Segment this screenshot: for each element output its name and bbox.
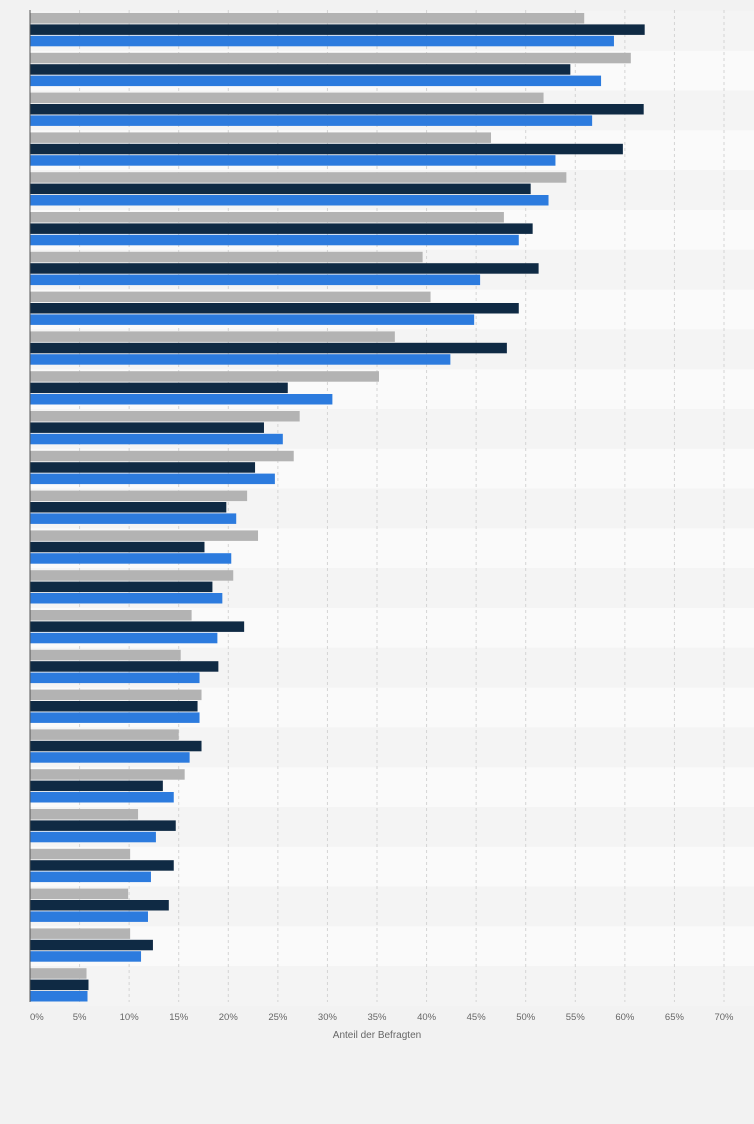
- bar[interactable]: [30, 928, 131, 939]
- bar[interactable]: [30, 541, 205, 553]
- bar[interactable]: [30, 951, 142, 962]
- bar[interactable]: [30, 24, 645, 35]
- x-tick-label: 30%: [318, 1012, 338, 1023]
- bar[interactable]: [30, 382, 288, 394]
- bar[interactable]: [30, 274, 481, 286]
- bar[interactable]: [30, 809, 139, 820]
- bar[interactable]: [30, 581, 213, 593]
- bar[interactable]: [30, 968, 87, 979]
- bar[interactable]: [30, 115, 593, 126]
- bar[interactable]: [30, 632, 218, 644]
- bar[interactable]: [30, 939, 153, 951]
- bar[interactable]: [30, 143, 623, 155]
- bar[interactable]: [30, 394, 333, 405]
- bar[interactable]: [30, 888, 129, 900]
- bar[interactable]: [30, 502, 227, 513]
- bar[interactable]: [30, 132, 492, 143]
- bar[interactable]: [30, 422, 264, 433]
- x-tick-label: 15%: [169, 1012, 189, 1023]
- bar[interactable]: [30, 831, 156, 843]
- bars: [30, 13, 645, 1002]
- bar[interactable]: [30, 792, 174, 803]
- bar[interactable]: [30, 331, 395, 342]
- bar[interactable]: [30, 450, 294, 462]
- bar[interactable]: [30, 911, 148, 922]
- bar[interactable]: [30, 64, 571, 75]
- bar[interactable]: [30, 701, 198, 712]
- bar[interactable]: [30, 291, 431, 303]
- bar[interactable]: [30, 848, 131, 860]
- row-band: [30, 966, 754, 1006]
- bar[interactable]: [30, 251, 423, 263]
- x-tick-label: 0%: [30, 1012, 44, 1023]
- bar[interactable]: [30, 75, 602, 87]
- x-tick-labels: 0% 5% 10% 15% 20% 25% 30% 35% 40% 45% 50% 55% 60% 65%…: [30, 1012, 734, 1023]
- bar[interactable]: [30, 371, 379, 382]
- bar[interactable]: [30, 740, 202, 752]
- bar[interactable]: [30, 979, 89, 991]
- x-tick-label: 5%: [73, 1012, 87, 1023]
- x-tick-label: 20%: [219, 1012, 239, 1023]
- bar[interactable]: [30, 649, 181, 661]
- bar[interactable]: [30, 13, 585, 24]
- x-tick-label: 40%: [417, 1012, 437, 1023]
- bar[interactable]: [30, 35, 614, 47]
- bar[interactable]: [30, 263, 539, 274]
- bar[interactable]: [30, 473, 275, 485]
- bar[interactable]: [30, 195, 549, 206]
- bar[interactable]: [30, 183, 531, 195]
- bar[interactable]: [30, 871, 151, 883]
- bar[interactable]: [30, 342, 507, 354]
- bar[interactable]: [30, 513, 237, 524]
- bar[interactable]: [30, 661, 219, 672]
- bar[interactable]: [30, 104, 644, 115]
- bar[interactable]: [30, 155, 556, 166]
- bar[interactable]: [30, 212, 504, 223]
- bar[interactable]: [30, 621, 245, 632]
- bar[interactable]: [30, 52, 631, 64]
- x-tick-label: 25%: [268, 1012, 288, 1023]
- bar[interactable]: [30, 593, 223, 604]
- bar[interactable]: [30, 672, 200, 684]
- bar[interactable]: [30, 860, 174, 871]
- bar[interactable]: [30, 689, 202, 701]
- bar[interactable]: [30, 712, 200, 723]
- x-tick-label: 70%: [714, 1012, 734, 1023]
- x-tick-label: 35%: [367, 1012, 387, 1023]
- bar[interactable]: [30, 610, 192, 621]
- bar[interactable]: [30, 462, 256, 473]
- x-tick-label: 60%: [615, 1012, 635, 1023]
- bar[interactable]: [30, 433, 283, 445]
- bar[interactable]: [30, 752, 190, 763]
- bar[interactable]: [30, 820, 176, 831]
- bar[interactable]: [30, 354, 451, 365]
- bar[interactable]: [30, 780, 163, 792]
- bar[interactable]: [30, 234, 519, 246]
- bar[interactable]: [30, 411, 300, 422]
- x-tick-label: 55%: [566, 1012, 586, 1023]
- bar[interactable]: [30, 553, 232, 564]
- x-tick-label: 10%: [120, 1012, 140, 1023]
- bar[interactable]: [30, 223, 533, 234]
- x-axis-label: Anteil der Befragten: [333, 1030, 421, 1041]
- bar[interactable]: [30, 490, 248, 502]
- bar[interactable]: [30, 92, 544, 104]
- bar[interactable]: [30, 769, 185, 780]
- x-tick-label: 45%: [467, 1012, 487, 1023]
- bar[interactable]: [30, 729, 179, 740]
- bar[interactable]: [30, 570, 234, 581]
- bar[interactable]: [30, 991, 88, 1002]
- bar[interactable]: [30, 900, 169, 911]
- x-tick-label: 50%: [516, 1012, 536, 1023]
- bar[interactable]: [30, 172, 567, 183]
- bar[interactable]: [30, 314, 475, 325]
- bar[interactable]: [30, 303, 519, 314]
- bar[interactable]: [30, 530, 259, 541]
- x-tick-label: 65%: [665, 1012, 685, 1023]
